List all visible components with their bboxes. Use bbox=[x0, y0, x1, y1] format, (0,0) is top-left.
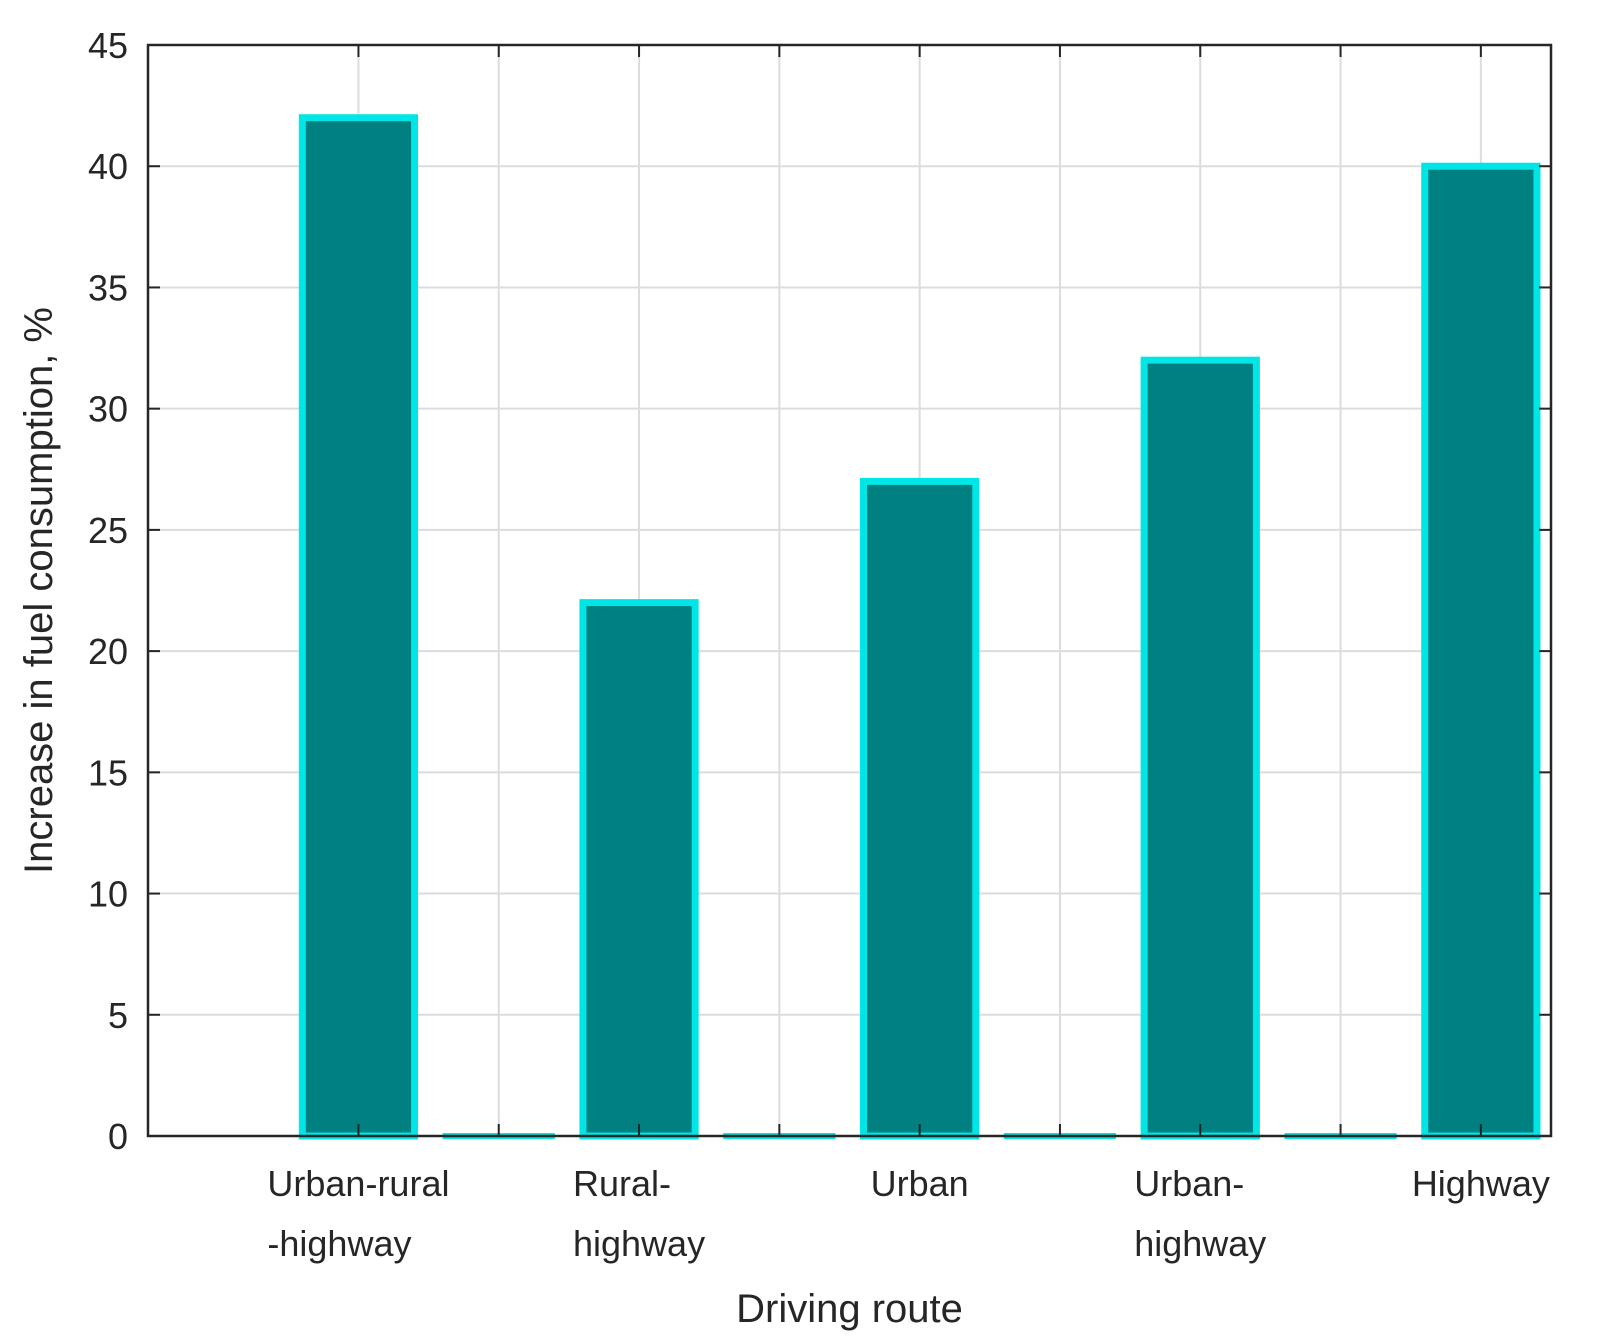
y-tick-label: 45 bbox=[88, 25, 128, 66]
y-tick-label: 0 bbox=[108, 1116, 128, 1157]
plot-frame bbox=[146, 43, 1553, 1138]
bar bbox=[579, 599, 699, 1140]
bars bbox=[298, 114, 1541, 1140]
bar bbox=[860, 477, 980, 1140]
x-tick-label: Urban-rural -highway bbox=[267, 1163, 449, 1264]
bar bbox=[1140, 356, 1260, 1140]
y-tick-label: 20 bbox=[88, 631, 128, 672]
bar bbox=[298, 114, 419, 1140]
x-tick-label: Urban bbox=[871, 1163, 969, 1204]
y-tick-label: 40 bbox=[88, 146, 128, 187]
x-tick-label: Highway bbox=[1412, 1163, 1550, 1204]
y-tick-label: 10 bbox=[88, 874, 128, 915]
x-tick-label: Urban-highway bbox=[1134, 1163, 1266, 1264]
y-tick-label: 15 bbox=[88, 752, 128, 793]
y-tick-labels: 0 5 10 15 20 25 30 35 40 45 bbox=[88, 25, 128, 1157]
y-tick-label: 5 bbox=[108, 995, 128, 1036]
x-tick-label: Rural-highway bbox=[573, 1163, 705, 1264]
y-tick-label: 30 bbox=[88, 389, 128, 430]
y-tick-label: 25 bbox=[88, 510, 128, 551]
y-tick-label: 35 bbox=[88, 267, 128, 308]
axis-ticks bbox=[148, 44, 1551, 1137]
x-axis-title: Driving route bbox=[736, 1287, 963, 1331]
x-tick-labels: Urban-rural -highway Rural-highway Urban Urb… bbox=[267, 1163, 1549, 1264]
y-axis-title: Increase in fuel consumption, % bbox=[17, 307, 61, 874]
bar bbox=[1421, 162, 1541, 1140]
